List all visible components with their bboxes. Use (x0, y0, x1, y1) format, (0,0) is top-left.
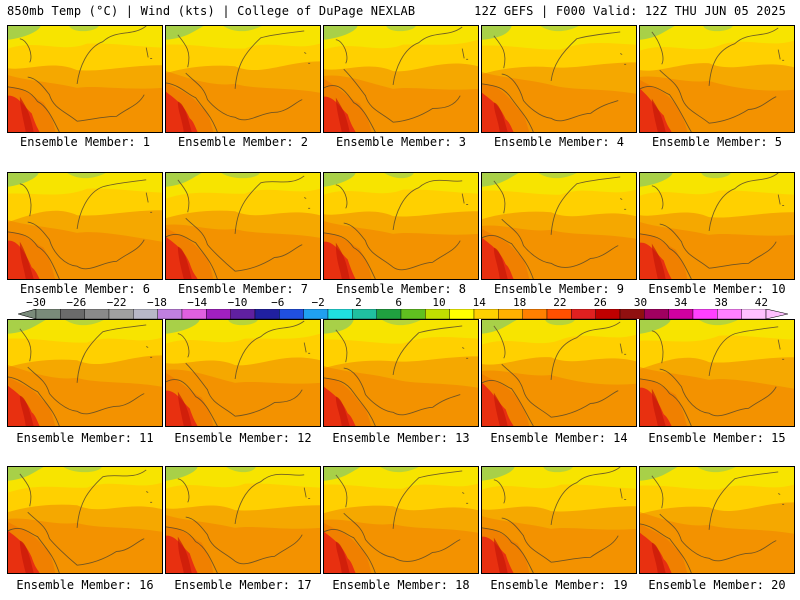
ensemble-member-label: Ensemble Member: 4 (493, 135, 625, 149)
ensemble-member-label: Ensemble Member: 13 (332, 431, 470, 445)
ensemble-member-label: Ensemble Member: 11 (16, 431, 154, 445)
ensemble-member-label: Ensemble Member: 15 (648, 431, 786, 445)
ensemble-member-map (165, 25, 321, 133)
colorbar-tick: 10 (432, 296, 446, 309)
ensemble-member-map (323, 172, 479, 280)
ensemble-member-map (7, 172, 163, 280)
ensemble-member-label: Ensemble Member: 1 (19, 135, 151, 149)
ensemble-member-label: Ensemble Member: 2 (177, 135, 309, 149)
colorbar-tick: 42 (754, 296, 769, 309)
ensemble-member-map (481, 25, 637, 133)
header-valid-time: 12Z GEFS | F000 Valid: 12Z THU JUN 05 20… (474, 4, 786, 18)
colorbar-tick: 6 (395, 296, 402, 309)
colorbar-tick: 26 (593, 296, 607, 309)
ensemble-member-label: Ensemble Member: 9 (493, 282, 625, 296)
ensemble-member-map (165, 466, 321, 574)
colorbar-tick: 14 (472, 296, 486, 309)
ensemble-member-map (639, 466, 795, 574)
temperature-colorbar (18, 309, 788, 319)
ensemble-member-map (639, 25, 795, 133)
ensemble-member-label: Ensemble Member: 5 (651, 135, 783, 149)
ensemble-member-map (323, 466, 479, 574)
ensemble-member-label: Ensemble Member: 18 (332, 578, 470, 592)
ensemble-member-label: Ensemble Member: 10 (648, 282, 786, 296)
ensemble-member-map (165, 172, 321, 280)
ensemble-member-map (639, 319, 795, 427)
ensemble-member-label: Ensemble Member: 6 (19, 282, 151, 296)
ensemble-member-label: Ensemble Member: 7 (177, 282, 309, 296)
colorbar-tick: 18 (512, 296, 527, 309)
colorbar-tick: −22 (106, 296, 127, 309)
ensemble-member-map (165, 319, 321, 427)
ensemble-member-label: Ensemble Member: 12 (174, 431, 312, 445)
ensemble-member-map (481, 466, 637, 574)
ensemble-member-map (7, 319, 163, 427)
ensemble-member-map (481, 319, 637, 427)
colorbar-tick: −26 (66, 296, 87, 309)
colorbar-tick: 22 (553, 296, 567, 309)
ensemble-member-label: Ensemble Member: 3 (335, 135, 467, 149)
colorbar-tick: 30 (633, 296, 648, 309)
ensemble-member-map (323, 319, 479, 427)
colorbar-tick: 34 (674, 296, 688, 309)
colorbar-tick: −10 (227, 296, 248, 309)
ensemble-member-map (7, 25, 163, 133)
ensemble-member-label: Ensemble Member: 8 (335, 282, 467, 296)
ensemble-member-map (7, 466, 163, 574)
colorbar-tick: −30 (26, 296, 46, 309)
ensemble-member-map (639, 172, 795, 280)
colorbar-tick: 38 (714, 296, 728, 309)
ensemble-member-label: Ensemble Member: 17 (174, 578, 312, 592)
header-title: 850mb Temp (°C) | Wind (kts) | College o… (7, 4, 416, 18)
ensemble-member-label: Ensemble Member: 16 (16, 578, 154, 592)
ensemble-member-label: Ensemble Member: 14 (490, 431, 628, 445)
ensemble-member-map (323, 25, 479, 133)
ensemble-member-label: Ensemble Member: 20 (648, 578, 786, 592)
colorbar-tick: −14 (187, 296, 208, 309)
ensemble-member-map (481, 172, 637, 280)
colorbar-tick: −2 (311, 296, 325, 309)
colorbar-tick: −6 (271, 296, 285, 309)
colorbar-tick: 2 (355, 296, 362, 309)
ensemble-member-label: Ensemble Member: 19 (490, 578, 628, 592)
colorbar-tick: −18 (146, 296, 167, 309)
